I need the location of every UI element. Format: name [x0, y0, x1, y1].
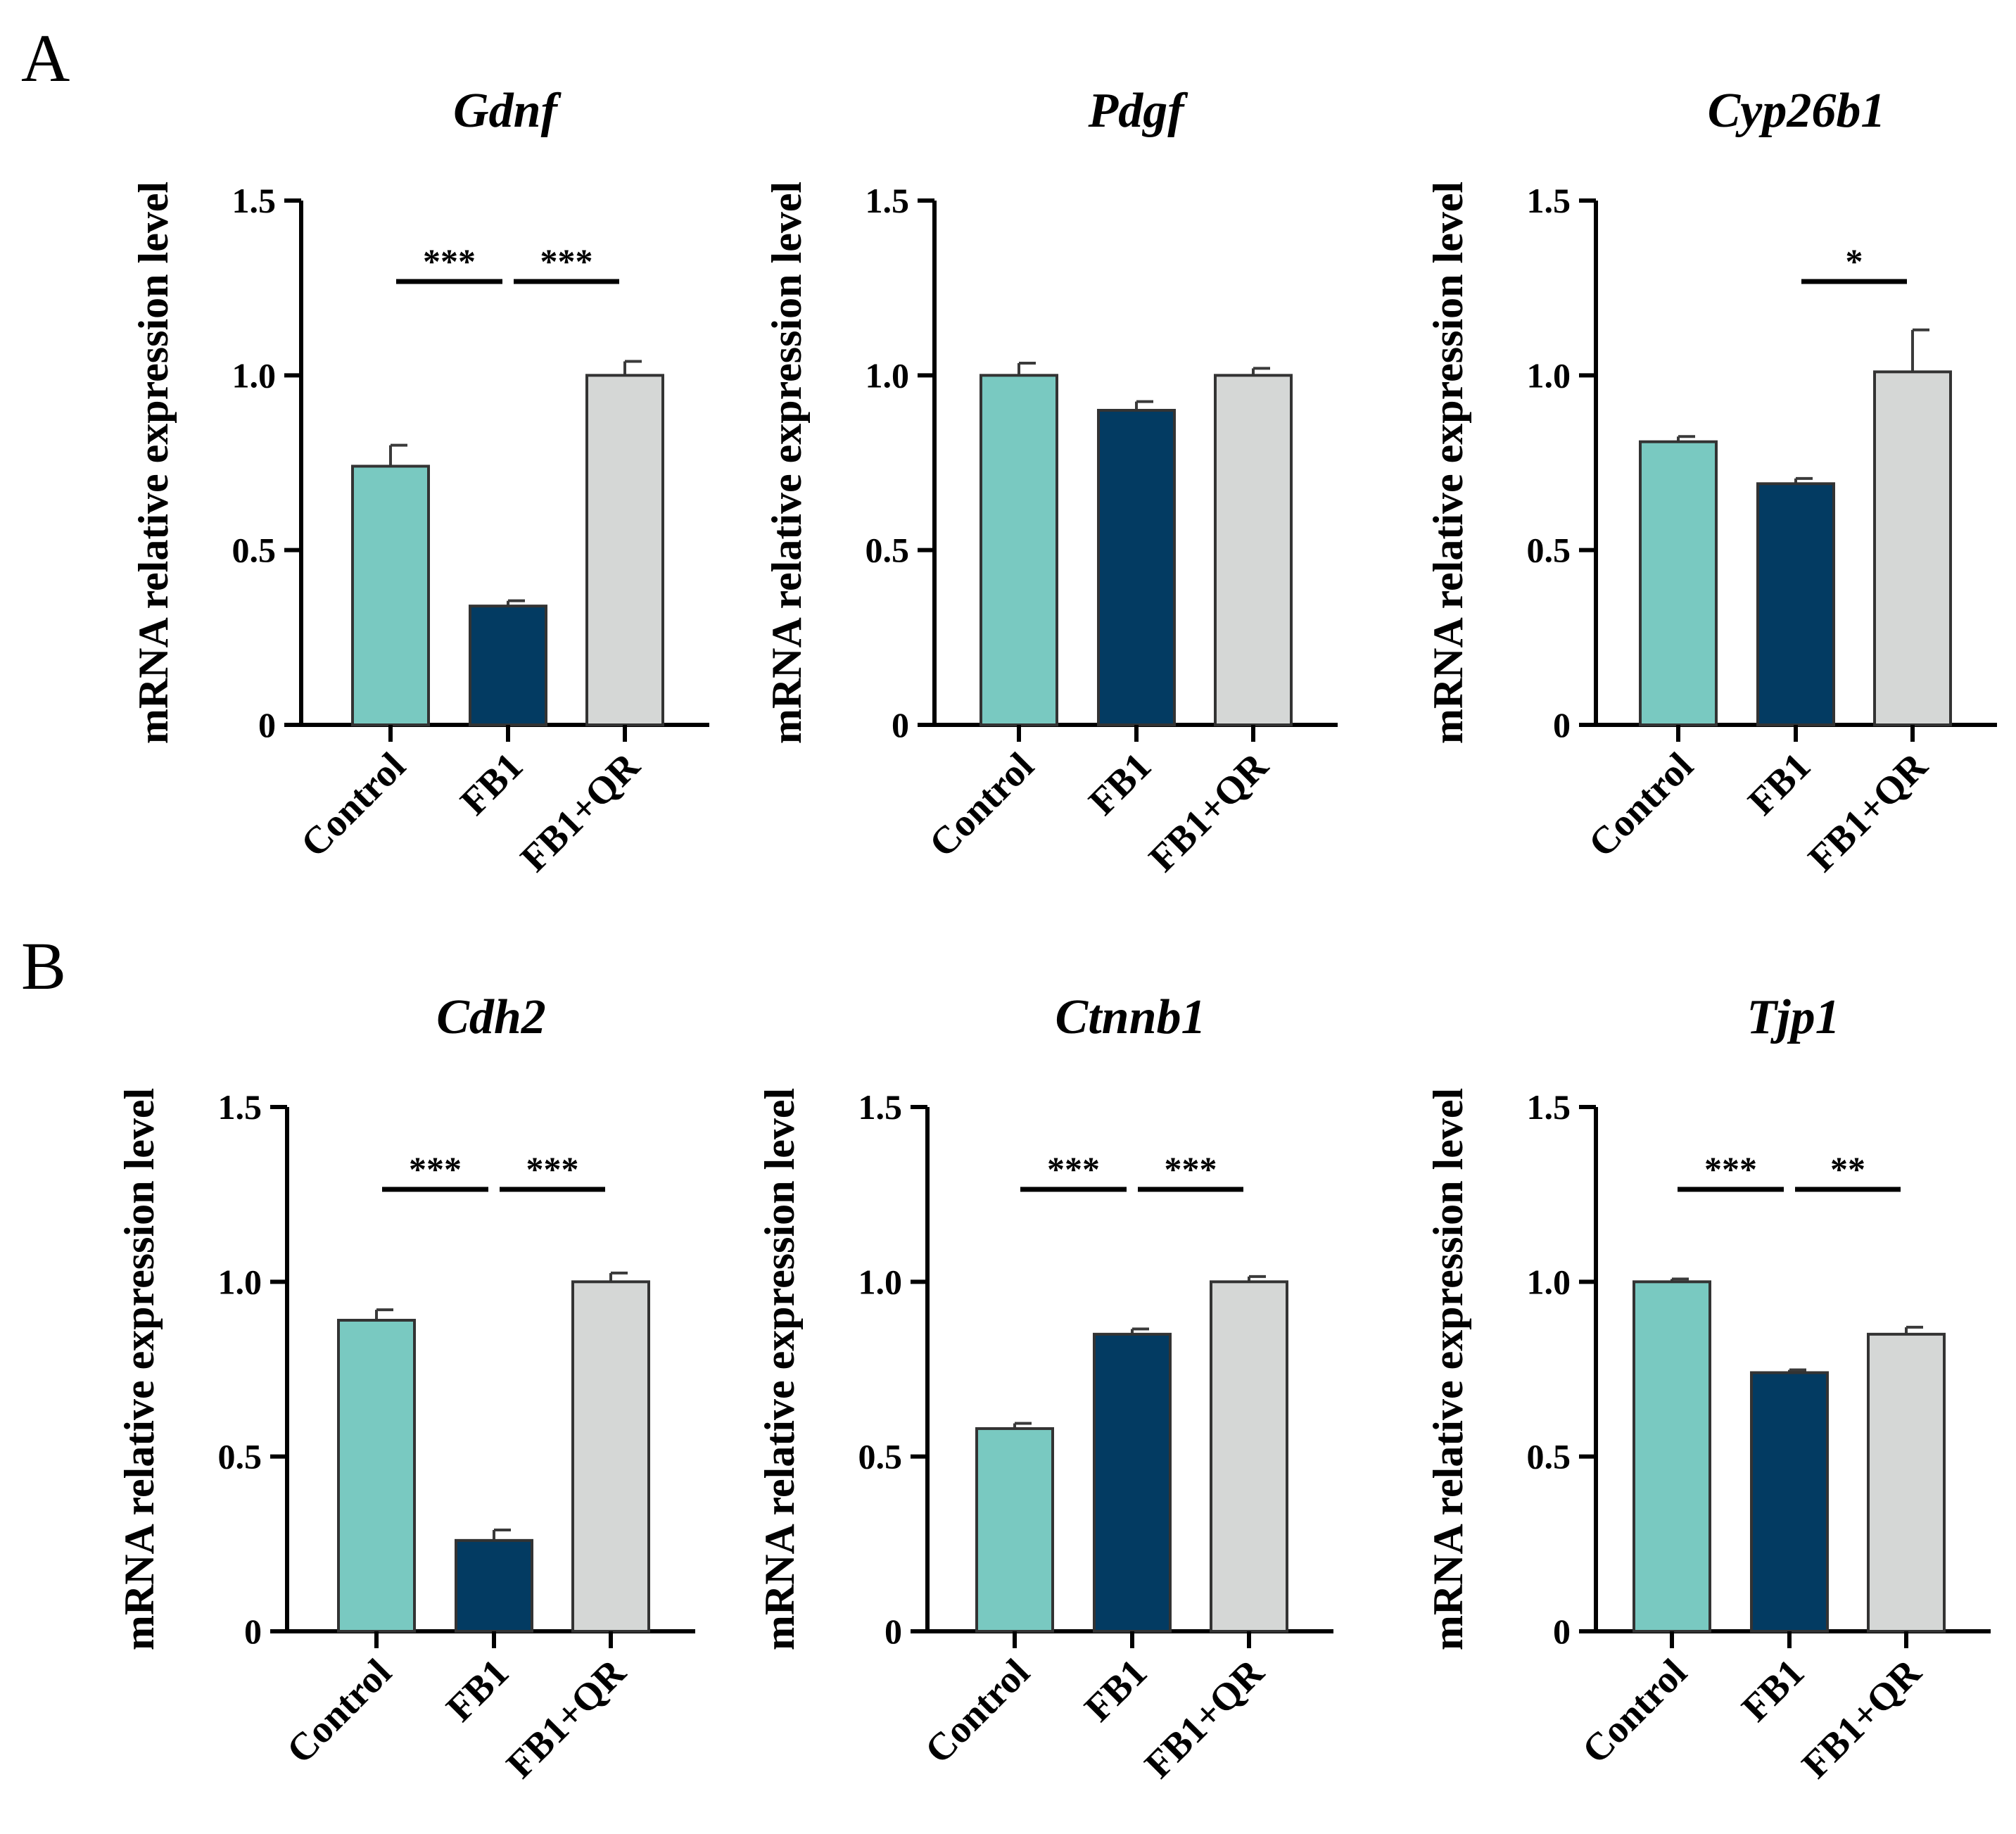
chart-gdnf: Gdnf mRNA relative expression level 0 0.5 1.… — [130, 84, 709, 880]
category-label: FB1 — [1739, 744, 1818, 823]
y-tick-label: 1.5 — [858, 1087, 903, 1127]
bar-control — [980, 374, 1058, 726]
chart-title: Pdgf — [1087, 84, 1188, 138]
bar-fb1-qr — [1873, 370, 1952, 726]
significance-label: * — [1846, 241, 1863, 281]
y-tick-label: 1.0 — [218, 1262, 262, 1301]
significance-label: *** — [409, 1149, 462, 1189]
bar-fb1-qr — [1867, 1332, 1946, 1633]
category-label: Control — [1573, 1650, 1694, 1771]
y-axis-label: mRNA relative expression level — [130, 182, 177, 744]
y-axis-label: mRNA relative expression level — [756, 1088, 803, 1650]
y-tick-label: 1.0 — [858, 1262, 903, 1301]
significance-label: *** — [526, 1149, 579, 1189]
y-tick-label: 0.5 — [1527, 1437, 1571, 1476]
bar-fb1 — [1750, 1371, 1829, 1633]
y-axis-label: mRNA relative expression level — [763, 182, 810, 744]
significance-label: ** — [1830, 1149, 1865, 1189]
bar-fb1 — [469, 605, 547, 727]
category-label: FB1+QR — [512, 743, 649, 880]
significance-label: *** — [1047, 1149, 1100, 1189]
significance-label: *** — [423, 241, 476, 281]
y-tick-label: 1.0 — [1527, 1262, 1571, 1301]
y-tick-label: 0.5 — [858, 1437, 903, 1476]
bar-control — [1633, 1280, 1711, 1633]
bar-control — [1639, 440, 1718, 726]
category-label: Control — [1580, 744, 1701, 865]
y-tick-label: 1.5 — [1527, 181, 1571, 220]
y-tick-label: 0.5 — [218, 1437, 262, 1476]
chart-title: Gdnf — [453, 84, 562, 138]
chart-cyp26b1: Cyp26b1 mRNA relative expression level 0 0.… — [1425, 84, 1997, 880]
category-label: FB1+QR — [1800, 743, 1936, 880]
y-tick-label: 1.0 — [1527, 355, 1571, 395]
y-tick-label: 1.5 — [1527, 1087, 1571, 1127]
bar-fb1-qr — [1214, 374, 1293, 726]
y-tick-label: 1.0 — [232, 355, 277, 395]
bar-fb1-qr — [571, 1280, 650, 1633]
significance-label: *** — [540, 241, 593, 281]
y-tick-label: 1.5 — [232, 181, 277, 220]
significance-label: *** — [1704, 1149, 1757, 1189]
chart-ctnnb1: Ctnnb1 mRNA relative expression level 0 0.5… — [756, 990, 1333, 1786]
y-tick-label: 0.5 — [232, 531, 277, 570]
panel-letter-a: A — [21, 20, 70, 96]
bar-fb1 — [455, 1538, 533, 1633]
y-axis-label: mRNA relative expression level — [1425, 1088, 1471, 1650]
y-tick-label: 0 — [1553, 1612, 1571, 1651]
y-axis-label: mRNA relative expression level — [1425, 182, 1471, 744]
chart-cdh2: Cdh2 mRNA relative expression level 0 0.5 1.… — [116, 990, 695, 1786]
category-label: Control — [278, 1650, 399, 1771]
chart-title: Cyp26b1 — [1708, 84, 1886, 138]
y-tick-label: 0 — [244, 1612, 262, 1651]
y-tick-label: 0 — [885, 1612, 902, 1651]
bar-control — [337, 1318, 416, 1633]
category-label: FB1+QR — [498, 1650, 635, 1786]
y-axis-label: mRNA relative expression level — [116, 1088, 163, 1650]
bar-fb1 — [1093, 1332, 1172, 1633]
category-label: Control — [292, 744, 413, 865]
category-label: FB1 — [452, 744, 531, 823]
chart-title: Tjp1 — [1746, 990, 1839, 1044]
bar-control — [351, 464, 430, 726]
category-label: FB1 — [1733, 1650, 1812, 1729]
category-label: Control — [920, 744, 1041, 865]
bar-fb1 — [1097, 409, 1176, 726]
category-label: FB1+QR — [1141, 743, 1277, 880]
category-label: FB1 — [1080, 744, 1159, 823]
y-tick-label: 0.5 — [866, 531, 910, 570]
chart-title: Ctnnb1 — [1055, 990, 1206, 1044]
y-tick-label: 1.0 — [866, 355, 910, 395]
panel-letter-b: B — [21, 928, 66, 1004]
charts-area: Gdnf mRNA relative expression level 0 0.5 1.… — [116, 84, 1997, 1786]
chart-tjp1: Tjp1 mRNA relative expression level 0 0.5 1.… — [1425, 990, 1991, 1786]
y-tick-label: 0 — [258, 705, 276, 745]
bar-control — [975, 1427, 1054, 1633]
y-tick-label: 0 — [892, 705, 909, 745]
y-tick-label: 1.5 — [218, 1087, 262, 1127]
chart-pdgf: Pdgf mRNA relative expression level 0 0.5 1.… — [763, 84, 1338, 880]
significance-label: *** — [1165, 1149, 1217, 1189]
category-label: FB1 — [1076, 1650, 1155, 1729]
chart-title: Cdh2 — [436, 990, 546, 1044]
y-tick-label: 0 — [1553, 705, 1571, 745]
bar-fb1 — [1756, 482, 1835, 726]
category-label: Control — [916, 1650, 1037, 1771]
bar-fb1-qr — [585, 374, 664, 726]
y-tick-label: 1.5 — [866, 181, 910, 220]
bar-fb1-qr — [1210, 1280, 1288, 1633]
category-label: FB1+QR — [1794, 1650, 1930, 1786]
category-label: FB1 — [438, 1650, 516, 1729]
category-label: FB1+QR — [1136, 1650, 1273, 1786]
y-tick-label: 0.5 — [1527, 531, 1571, 570]
